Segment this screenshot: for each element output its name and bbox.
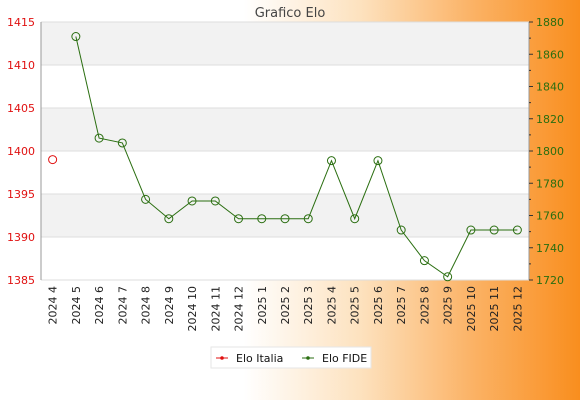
- x-tick-label: 2024 7: [116, 286, 129, 325]
- data-point: [234, 214, 244, 224]
- x-tick-label: 2024 5: [70, 286, 83, 325]
- legend-box: [210, 346, 372, 369]
- right-y-tick-label: 1760: [536, 210, 564, 223]
- legend-marker: [306, 356, 310, 360]
- data-point: [466, 225, 476, 235]
- right-y-tick-label: 1780: [536, 177, 564, 190]
- x-tick-label: 2025 2: [279, 286, 292, 325]
- right-y-tick-label: 1840: [536, 81, 564, 94]
- data-point: [164, 214, 174, 224]
- data-point: [71, 32, 81, 42]
- left-y-tick-label: 1395: [7, 188, 35, 201]
- legend-marker: [220, 356, 224, 360]
- x-tick-label: 2025 7: [395, 286, 408, 325]
- right-y-tick-label: 1740: [536, 242, 564, 255]
- right-y-tick-label: 1800: [536, 145, 564, 158]
- data-point: [117, 138, 127, 148]
- right-y-axis: 1720 1740 1760 1780 1800 1820 1840 1860 1880: [529, 16, 564, 287]
- x-tick-label: 2024 9: [163, 286, 176, 325]
- x-tick-label: 2025 10: [465, 286, 478, 332]
- grid-band: [41, 108, 529, 151]
- left-y-axis: 1385 1390 1395 1400 1405 1410 1415: [7, 16, 35, 287]
- data-point: [303, 214, 313, 224]
- data-point: [512, 225, 522, 235]
- right-y-tick-label: 1820: [536, 113, 564, 126]
- data-point: [350, 214, 360, 224]
- series-layer: [48, 32, 522, 282]
- left-y-tick-label: 1385: [7, 274, 35, 287]
- legend-label: Elo Italia: [236, 352, 283, 365]
- data-point: [48, 155, 58, 165]
- data-point: [141, 194, 151, 204]
- data-point: [419, 256, 429, 266]
- data-point: [489, 225, 499, 235]
- x-tick-label: 2025 6: [372, 286, 385, 325]
- right-y-tick-label: 1880: [536, 16, 564, 29]
- data-point: [210, 196, 220, 206]
- left-y-tick-label: 1400: [7, 145, 35, 158]
- x-tick-label: 2024 8: [140, 286, 153, 325]
- x-tick-label: 2025 11: [488, 286, 501, 332]
- grid-band: [41, 22, 529, 65]
- left-y-tick-label: 1390: [7, 231, 35, 244]
- x-tick-label: 2025 8: [418, 286, 431, 325]
- data-point: [187, 196, 197, 206]
- data-point: [326, 156, 336, 166]
- x-tick-label: 2024 4: [47, 286, 60, 325]
- x-tick-label: 2024 10: [186, 286, 199, 332]
- x-tick-label: 2024 12: [233, 286, 246, 332]
- data-point: [396, 225, 406, 235]
- data-point: [94, 133, 104, 143]
- left-y-tick-label: 1415: [7, 16, 35, 29]
- x-axis: 2024 4 2024 5 2024 6 2024 7 2024 8 2024 9 2024…: [47, 286, 525, 332]
- x-tick-label: 2024 6: [93, 286, 106, 325]
- legend: Elo Italia Elo FIDE: [210, 346, 372, 369]
- x-tick-label: 2025 4: [325, 286, 338, 325]
- legend-label: Elo FIDE: [322, 352, 367, 365]
- grid-band: [41, 194, 529, 237]
- x-tick-label: 2025 9: [442, 286, 455, 325]
- right-y-tick-label: 1860: [536, 48, 564, 61]
- x-tick-label: 2025 5: [349, 286, 362, 325]
- data-point: [443, 272, 453, 282]
- left-y-tick-label: 1410: [7, 59, 35, 72]
- x-tick-label: 2025 12: [511, 286, 524, 332]
- series-line-elo-fide: [75, 36, 518, 278]
- data-point: [373, 156, 383, 166]
- data-point: [257, 214, 267, 224]
- data-point: [280, 214, 290, 224]
- chart-title: Grafico Elo: [255, 6, 326, 21]
- left-y-tick-label: 1405: [7, 102, 35, 115]
- x-tick-label: 2024 11: [209, 286, 222, 332]
- x-tick-label: 2025 1: [256, 286, 269, 325]
- right-y-tick-label: 1720: [536, 274, 564, 287]
- plot-area: [40, 21, 530, 281]
- x-tick-label: 2025 3: [302, 286, 315, 325]
